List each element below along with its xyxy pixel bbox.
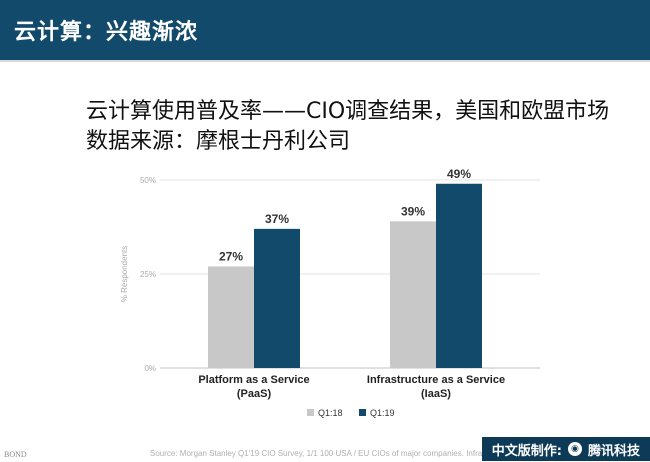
bar [436, 183, 482, 368]
credit-label: 中文版制作: [491, 443, 562, 459]
x-category-label: Platform as a Service [198, 374, 309, 386]
source-note: Source: Morgan Stanley Q1'19 CIO Survey,… [150, 449, 577, 458]
bar [254, 228, 300, 368]
bar-value-label: 39% [401, 204, 425, 218]
y-tick-label: 25% [140, 270, 156, 279]
bar [390, 221, 436, 368]
footer-left-text: BOND [4, 450, 27, 459]
credit-brand: 腾讯科技 [587, 443, 640, 459]
chart-title-line1: 云计算使用普及率——CIO调查结果，美国和欧盟市场 [86, 99, 610, 124]
x-category-label: Infrastructure as a Service [367, 374, 505, 386]
tencent-logo-icon: ◉ [567, 442, 582, 456]
x-category-label: (PaaS) [237, 388, 272, 400]
legend-label: Q1:18 [318, 408, 343, 418]
chart-title: 云计算使用普及率——CIO调查结果，美国和欧盟市场 数据来源：摩根士丹利公司 [86, 97, 609, 157]
credit-badge: 中文版制作: ◉ 腾讯科技 [481, 437, 650, 461]
header-divider [0, 60, 650, 62]
legend-swatch [359, 409, 366, 416]
x-category-label: (IaaS) [421, 388, 451, 400]
legend-label: Q1:19 [370, 408, 395, 418]
bar-value-label: 27% [219, 249, 243, 263]
y-tick-label: 0% [144, 364, 156, 373]
bar-value-label: 37% [265, 212, 289, 226]
y-tick-label: 50% [140, 176, 156, 185]
slide-header-title: 云计算：兴趣渐浓 [14, 20, 199, 45]
bar-value-label: 49% [447, 167, 471, 181]
slide-header: 云计算：兴趣渐浓 [0, 0, 650, 60]
bar [208, 266, 254, 368]
y-axis-label: % Respondents [120, 246, 129, 302]
legend-swatch [307, 409, 314, 416]
chart-title-line2: 数据来源：摩根士丹利公司 [86, 129, 351, 154]
